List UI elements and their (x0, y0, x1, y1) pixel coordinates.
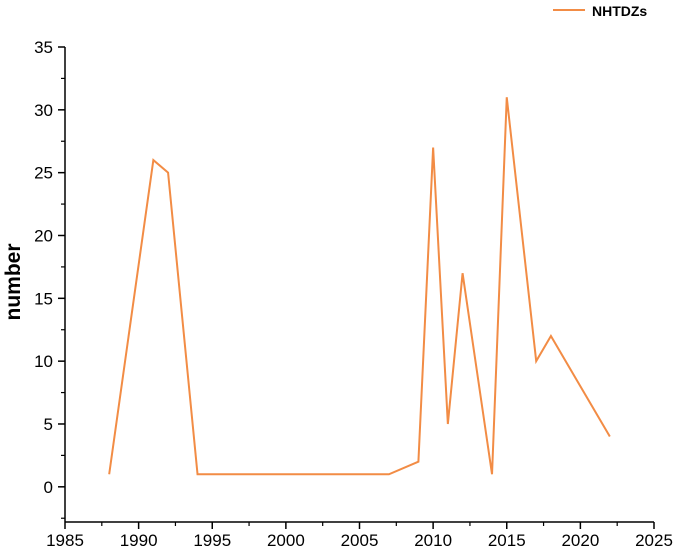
x-tick-label: 1995 (193, 531, 231, 550)
legend: NHTDZs (553, 3, 647, 19)
y-tick-label: 10 (34, 352, 53, 371)
y-tick-label: 30 (34, 101, 53, 120)
x-tick-label: 2000 (267, 531, 305, 550)
y-tick-label: 25 (34, 164, 53, 183)
x-tick-label: 1990 (120, 531, 158, 550)
y-tick-label: 5 (44, 415, 53, 434)
x-tick-label: 2020 (561, 531, 599, 550)
x-tick-label: 1985 (46, 531, 84, 550)
y-axis-label: number (2, 243, 25, 320)
y-tick-label: 20 (34, 226, 53, 245)
x-tick-label: 2025 (635, 531, 673, 550)
x-tick-label: 2005 (341, 531, 379, 550)
y-tick-label: 15 (34, 289, 53, 308)
plot-area (109, 97, 610, 474)
x-tick-label: 2015 (488, 531, 526, 550)
y-tick-label: 35 (34, 38, 53, 57)
legend-label: NHTDZs (592, 3, 647, 19)
series-line-NHTDZs (109, 97, 610, 474)
x-tick-label: 2010 (414, 531, 452, 550)
y-tick-label: 0 (44, 478, 53, 497)
